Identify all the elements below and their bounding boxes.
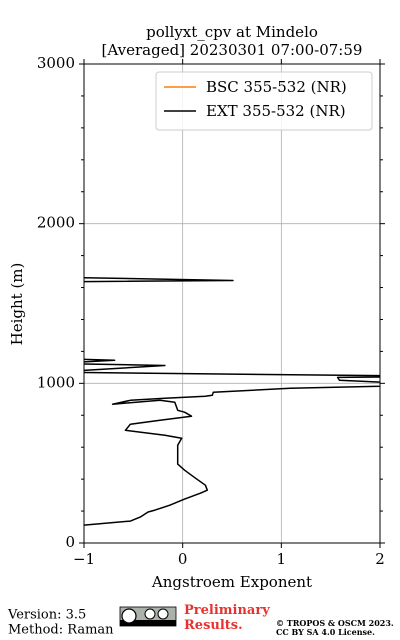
cc-logo: [119, 606, 177, 627]
y-tick-label: 2000: [37, 214, 75, 232]
x-tick-label: 1: [277, 550, 287, 568]
plot-frame: [83, 63, 381, 544]
legend-box: [155, 71, 373, 131]
y-tick-label: 1000: [37, 373, 75, 391]
legend-label: EXT 355-532 (NR): [206, 102, 346, 120]
series-line: [84, 276, 380, 526]
x-tick-label: −1: [73, 550, 95, 568]
y-axis-label: Height (m): [8, 263, 26, 346]
method: Method: Raman: [8, 623, 114, 638]
y-tick-label: 3000: [37, 54, 75, 72]
x-tick-label: 2: [375, 550, 385, 568]
x-axis-label: Angstroem Exponent: [151, 573, 312, 591]
version: Version: 3.5: [7, 608, 86, 623]
copyright: © TROPOS & OSCM 2023.: [276, 618, 394, 628]
legend-label: BSC 355-532 (NR): [206, 78, 347, 96]
chart-title: pollyxt_cpv at Mindelo: [146, 23, 318, 41]
y-tick-label: 0: [65, 533, 75, 551]
license: CC BY SA 4.0 License.: [276, 627, 375, 637]
preliminary-note: Preliminary Results.: [184, 603, 274, 633]
chart-subtitle: [Averaged] 20230301 07:00-07:59: [102, 41, 363, 59]
x-tick-label: 0: [178, 550, 188, 568]
series-group: [84, 276, 380, 526]
